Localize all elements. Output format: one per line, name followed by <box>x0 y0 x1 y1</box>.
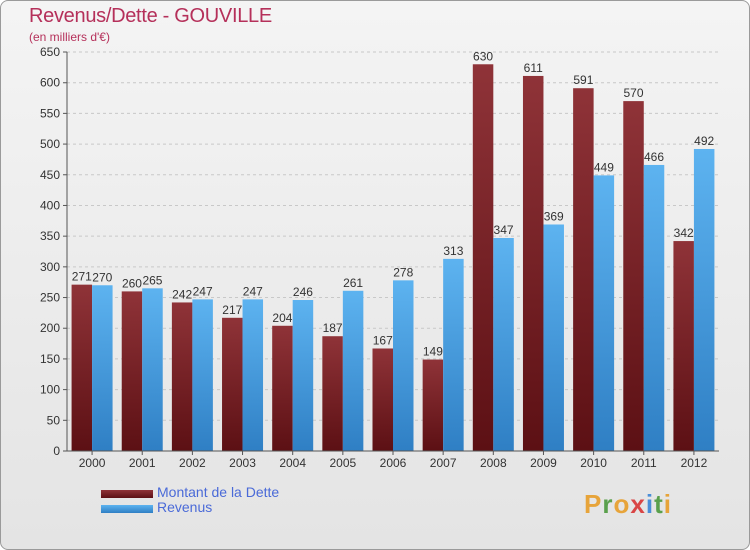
y-tick-label: 450 <box>40 168 60 182</box>
revenue-bar <box>92 285 113 451</box>
revenue-value-label: 265 <box>142 273 162 287</box>
revenue-value-label: 246 <box>293 285 313 299</box>
revenue-bar <box>142 288 163 451</box>
revenue-value-label: 270 <box>92 270 112 284</box>
revenue-bar <box>543 224 564 451</box>
revenue-bar <box>443 258 464 451</box>
y-tick-label: 350 <box>40 229 60 243</box>
revenue-bar <box>593 175 615 452</box>
debt-value-label: 242 <box>172 287 192 301</box>
x-tick-label: 2007 <box>430 456 457 470</box>
y-tick-label: 650 <box>40 45 60 59</box>
revenue-value-label: 466 <box>644 150 664 164</box>
y-tick-label: 0 <box>53 444 60 458</box>
y-tick-label: 150 <box>40 352 60 366</box>
logo-letter: P <box>584 489 603 519</box>
x-tick-label: 2000 <box>79 456 106 470</box>
revenue-value-label: 313 <box>443 244 463 258</box>
debt-value-label: 260 <box>122 276 142 290</box>
revenue-bar <box>693 148 715 452</box>
legend-swatch-revenue <box>101 505 153 513</box>
x-tick-label: 2001 <box>129 456 156 470</box>
revenue-value-label: 449 <box>594 160 614 174</box>
chart-subtitle: (en milliers d'€) <box>29 30 110 44</box>
debt-value-label: 611 <box>524 61 543 75</box>
debt-bar <box>322 336 343 451</box>
logo-letter: t <box>654 489 664 519</box>
x-tick-label: 2011 <box>631 456 657 470</box>
x-tick-label: 2004 <box>279 456 306 470</box>
debt-value-label: 630 <box>473 49 493 63</box>
chart-title: Revenus/Dette - GOUVILLE <box>29 5 272 27</box>
y-tick-label: 100 <box>40 383 60 397</box>
x-tick-label: 2003 <box>229 456 256 470</box>
revenue-bar <box>192 299 213 451</box>
debt-bar <box>71 284 93 451</box>
y-tick-label: 300 <box>40 260 60 274</box>
debt-bar <box>673 241 694 451</box>
debt-value-label: 204 <box>272 311 292 325</box>
x-tick-label: 2006 <box>380 456 407 470</box>
y-tick-label: 50 <box>47 413 61 427</box>
debt-value-label: 271 <box>72 270 92 284</box>
legend-label-debt: Montant de la Dette <box>157 484 280 500</box>
y-tick-label: 600 <box>40 76 60 90</box>
logo-letter: r <box>602 489 614 519</box>
proxiti-logo: Proxiti <box>584 489 672 520</box>
debt-bar <box>422 359 444 451</box>
debt-bar <box>372 348 393 451</box>
debt-bar <box>472 64 494 452</box>
debt-value-label: 149 <box>423 345 443 359</box>
bars <box>71 64 715 452</box>
revenue-bar <box>242 299 264 451</box>
debt-bar <box>623 101 644 451</box>
debt-value-label: 167 <box>373 333 393 347</box>
debt-value-label: 217 <box>222 303 242 317</box>
debt-value-label: 570 <box>624 86 644 100</box>
y-tick-label: 250 <box>40 291 60 305</box>
y-tick-label: 400 <box>40 198 60 212</box>
revenue-value-label: 247 <box>193 284 213 298</box>
y-axis-ticks: 0 50 100 150 200 250 300 350 400 450 500 550 600 650 <box>40 45 68 458</box>
debt-bar <box>522 75 544 451</box>
x-tick-label: 2008 <box>480 456 507 470</box>
x-axis-ticks: 2000 2001 2002 2003 2004 2005 2006 2007 2008 2009… <box>79 451 708 470</box>
x-tick-label: 2012 <box>681 456 708 470</box>
revenue-value-label: 492 <box>694 134 714 148</box>
revenue-bar <box>342 290 364 451</box>
logo-letter: x <box>630 489 646 519</box>
debt-bar <box>171 302 193 451</box>
logo-letter: i <box>645 489 655 519</box>
revenue-value-label: 247 <box>243 284 263 298</box>
x-tick-label: 2009 <box>530 456 557 470</box>
legend-swatch-debt <box>101 490 153 498</box>
logo-letter: i <box>663 489 672 519</box>
x-tick-label: 2005 <box>329 456 356 470</box>
revenue-bar <box>643 164 665 451</box>
debt-bar <box>121 291 143 451</box>
revenue-value-label: 347 <box>494 223 514 237</box>
debt-bar <box>222 317 243 451</box>
x-tick-label: 2002 <box>179 456 206 470</box>
revenue-bar <box>292 299 314 451</box>
debt-bar <box>573 88 594 452</box>
legend-label-revenue: Revenus <box>157 499 213 515</box>
revenue-bar <box>393 280 414 451</box>
revenue-value-label: 369 <box>544 209 564 223</box>
revenue-value-label: 261 <box>343 276 363 290</box>
x-tick-label: 2010 <box>580 456 607 470</box>
debt-value-label: 187 <box>323 321 343 335</box>
debt-bar <box>272 325 293 451</box>
logo-letter: o <box>613 489 631 519</box>
revenue-bar <box>493 237 514 451</box>
revenue-value-label: 278 <box>393 265 413 279</box>
debt-value-label: 342 <box>674 226 694 240</box>
y-tick-label: 500 <box>40 137 60 151</box>
y-tick-label: 550 <box>40 106 60 120</box>
debt-value-label: 591 <box>573 73 593 87</box>
y-tick-label: 200 <box>40 321 60 335</box>
